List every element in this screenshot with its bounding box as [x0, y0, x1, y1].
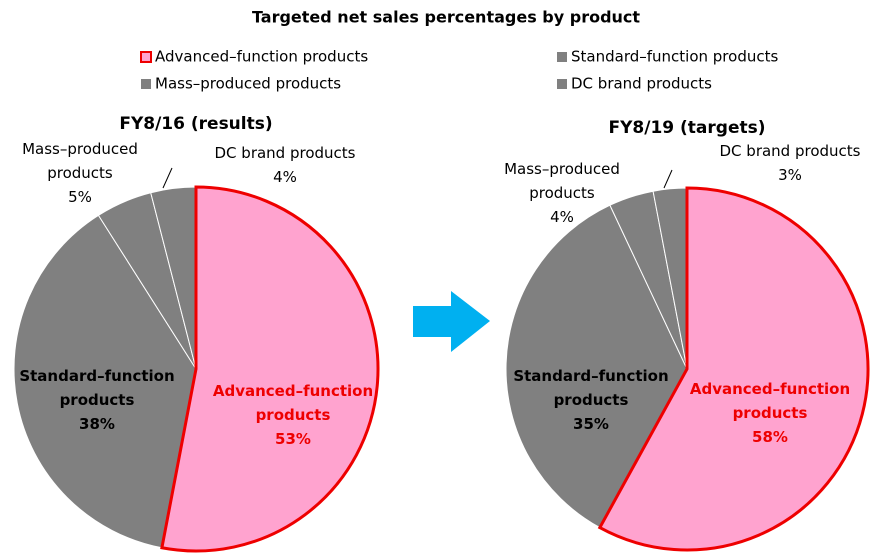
legend-marker — [557, 52, 567, 62]
data-label-box: Advanced–function products 53% — [203, 375, 383, 455]
data-label-name: Standard–function products — [19, 367, 175, 409]
legend-label: Advanced–function products — [155, 48, 368, 66]
data-label-value: 58% — [752, 428, 788, 446]
data-label: Mass–produced products 5% — [5, 133, 155, 213]
arrow — [413, 291, 490, 352]
data-label-box: Standard–function products 38% — [7, 360, 187, 440]
data-label-name: Mass–produced products — [22, 140, 138, 182]
data-label-value: 38% — [79, 415, 115, 433]
data-label: DC brand products 3% — [670, 123, 893, 203]
pie-title: FY8/16 (results) — [119, 114, 272, 134]
data-label-value: 53% — [275, 430, 311, 448]
data-label-name: DC brand products — [214, 144, 356, 162]
data-label-name: Standard–function products — [513, 367, 669, 409]
legend-marker — [140, 51, 152, 63]
pie-slice — [597, 186, 870, 552]
data-label: Advanced–function products 53% — [203, 375, 383, 455]
data-label-name: Mass–produced products — [504, 160, 620, 202]
leader-line — [663, 169, 673, 189]
data-label-value: 4% — [273, 168, 297, 186]
legend-label: Standard–function products — [571, 48, 778, 66]
data-label-box: DC brand products 4% — [165, 125, 405, 205]
leader-line — [162, 167, 173, 189]
data-label-value: 35% — [573, 415, 609, 433]
legend-marker — [557, 79, 567, 89]
pie-title: FY8/19 (targets) — [608, 118, 765, 138]
legend-marker — [141, 79, 151, 89]
pie-slice — [160, 185, 380, 553]
data-label: Standard–function products 38% — [7, 360, 187, 440]
data-label-box: Standard–function products 35% — [501, 360, 681, 440]
data-label: Standard–function products 35% — [501, 360, 681, 440]
data-label-name: DC brand products — [719, 142, 861, 160]
legend-label: Mass–produced products — [155, 75, 341, 93]
pie-slice — [13, 214, 197, 549]
pie-slice — [505, 204, 688, 529]
data-label-value: 5% — [68, 188, 92, 206]
data-label-value: 3% — [778, 166, 802, 184]
data-label-name: Advanced–function products — [689, 380, 851, 422]
data-label-value: 4% — [550, 208, 574, 226]
data-label: DC brand products 4% — [165, 125, 405, 205]
chart-title: Targeted net sales percentages by produc… — [252, 8, 640, 27]
data-label-box: DC brand products 3% — [670, 123, 893, 203]
legend-label: DC brand products — [571, 75, 712, 93]
data-label-box: Advanced–function products 58% — [685, 373, 855, 453]
data-label-box: Mass–produced products 4% — [487, 153, 637, 233]
data-label-name: Advanced–function products — [212, 382, 374, 424]
data-label-box: Mass–produced products 5% — [5, 133, 155, 213]
data-label: Mass–produced products 4% — [487, 153, 637, 233]
data-label: Advanced–function products 58% — [685, 373, 855, 453]
